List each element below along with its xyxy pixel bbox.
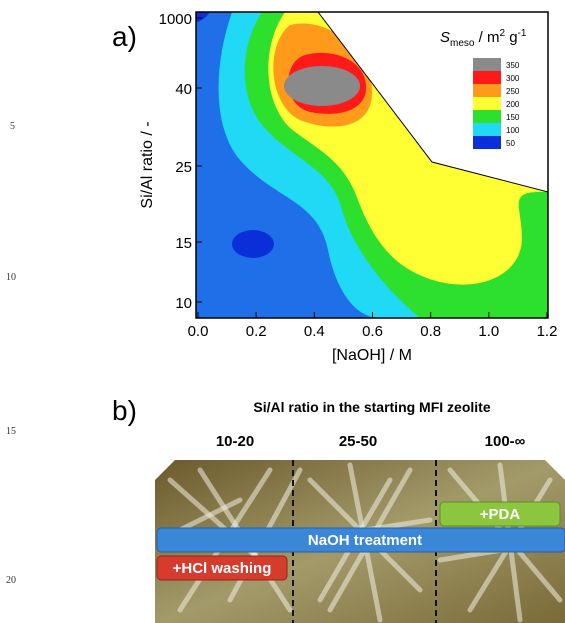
line-number: 5 (10, 121, 15, 132)
legend-swatch (473, 97, 501, 110)
y-tick-label: 10 (175, 295, 192, 312)
legend-label: 200 (506, 100, 520, 109)
naoh-bar (156, 527, 565, 553)
panel-label: a) (112, 21, 137, 52)
bar-label: +HCl washing (173, 560, 272, 577)
x-tick-label: 1.0 (478, 323, 499, 340)
legend-label: 250 (506, 87, 520, 96)
legend-swatch (473, 58, 501, 71)
line-number: 20 (6, 575, 16, 586)
pda-bar (439, 501, 561, 527)
legend-label: 100 (506, 126, 520, 135)
legend-label: 300 (506, 74, 520, 83)
legend: Smeso / m2 g-1 350 300 250 200 150 100 50 (440, 28, 527, 149)
x-tick-label: 1.2 (537, 323, 558, 340)
legend-label: 50 (506, 139, 515, 148)
x-axis-label: [NaOH] / M (332, 347, 412, 364)
y-axis (196, 17, 202, 303)
column-label: 10-20 (216, 433, 254, 450)
legend-title: Smeso / m2 g-1 (440, 28, 527, 49)
column-label: 100-∞ (485, 433, 526, 450)
contour-plot (196, 12, 548, 318)
x-tick-label: 0.8 (420, 323, 441, 340)
legend-swatch (473, 71, 501, 84)
y-tick-label: 15 (175, 235, 192, 252)
x-axis: 0.0 0.2 0.4 0.6 0.8 1.0 1.2 (188, 312, 558, 340)
line-number: 10 (6, 272, 16, 283)
legend-label: 150 (506, 113, 520, 122)
y-tick-label: 25 (175, 159, 192, 176)
bar-label: +PDA (480, 506, 521, 523)
figure-title: Si/Al ratio in the starting MFI zeolite (253, 399, 490, 415)
legend-swatch (473, 84, 501, 97)
column-label: 25-50 (339, 433, 377, 450)
y-axis-label: Si/Al ratio / - (139, 121, 156, 208)
line-number: 15 (6, 426, 16, 437)
x-tick-label: 0.2 (246, 323, 267, 340)
panel-label: b) (112, 395, 137, 426)
y-tick-label: 1000 (159, 11, 192, 28)
x-tick-label: 0.6 (362, 323, 383, 340)
legend-swatch (473, 110, 501, 123)
legend-swatch (473, 123, 501, 136)
x-tick-label: 0.4 (304, 323, 325, 340)
x-tick-label: 0.0 (188, 323, 209, 340)
legend-label: 350 (506, 61, 520, 70)
y-tick-label: 40 (175, 81, 192, 98)
bar-label: NaOH treatment (308, 532, 422, 549)
legend-swatch (473, 136, 501, 149)
hcl-bar (156, 555, 288, 581)
